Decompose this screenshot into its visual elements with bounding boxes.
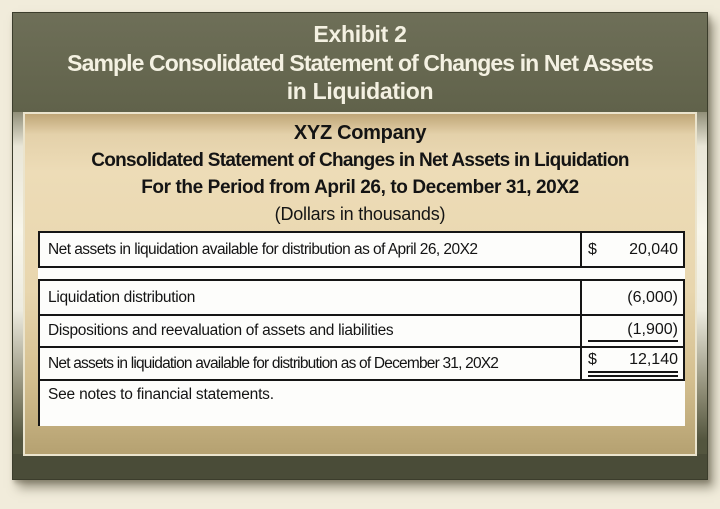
frame-right-highlight [697, 112, 707, 454]
frame-left-highlight [13, 112, 23, 454]
table-row-opening-balance: Net assets in liquidation available for … [38, 231, 685, 268]
currency-symbol: $ [588, 350, 597, 368]
amount-cell: (6,000) [580, 281, 683, 314]
amount-cell: $ 12,140 [580, 348, 683, 379]
exhibit-title: Exhibit 2 Sample Consolidated Statement … [13, 13, 707, 112]
statement-heading: XYZ Company Consolidated Statement of Ch… [25, 114, 695, 227]
table-row-dispositions: Dispositions and reevaluation of assets … [40, 314, 683, 346]
amount-cell: $ 20,040 [580, 233, 683, 266]
currency-symbol: $ [588, 240, 597, 258]
row-label: Liquidation distribution [48, 288, 196, 306]
net-assets-table: Net assets in liquidation available for … [38, 231, 685, 426]
amount-value: 12,140 [629, 350, 678, 368]
table-row-liquidation-distribution: Liquidation distribution (6,000) [40, 281, 683, 314]
row-label: Net assets in liquidation available for … [48, 240, 478, 258]
exhibit-title-line-3: in Liquidation [286, 78, 434, 104]
amount-value: 20,040 [629, 240, 678, 258]
statement-units: (Dollars in thousands) [274, 204, 446, 224]
amount-cell: (1,900) [580, 316, 683, 346]
statement-title: Consolidated Statement of Changes in Net… [91, 150, 629, 171]
row-label: Net assets in liquidation available for … [48, 354, 499, 372]
company-name: XYZ Company [293, 122, 427, 144]
exhibit-frame: Exhibit 2 Sample Consolidated Statement … [12, 12, 708, 480]
amount-value: (6,000) [627, 288, 678, 306]
footnote-row: See notes to financial statements. [38, 381, 685, 426]
exhibit-title-line-2: Sample Consolidated Statement of Changes… [67, 50, 654, 76]
table-row-closing-balance: Net assets in liquidation available for … [40, 346, 683, 379]
row-label: Dispositions and reevaluation of assets … [48, 322, 394, 339]
table-gap [38, 268, 685, 279]
footnote-text: See notes to financial statements. [48, 386, 274, 403]
statement-panel: XYZ Company Consolidated Statement of Ch… [23, 112, 697, 456]
exhibit-title-line-1: Exhibit 2 [313, 21, 407, 47]
statement-period: For the Period from April 26, to Decembe… [141, 177, 579, 198]
amount-value: (1,900) [627, 320, 678, 338]
table-activity-box: Liquidation distribution (6,000) Disposi… [38, 279, 685, 381]
